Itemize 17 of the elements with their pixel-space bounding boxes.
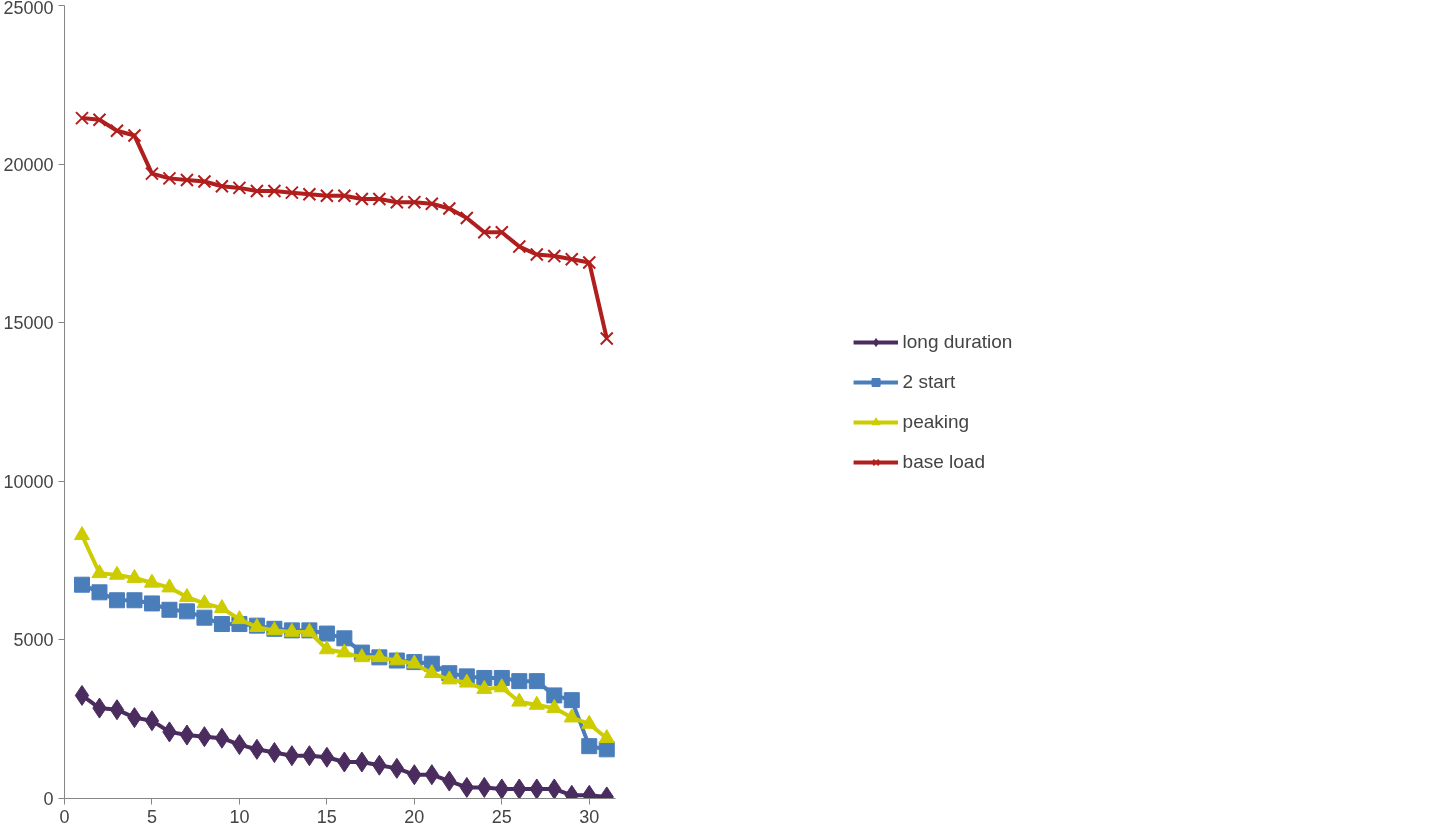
legend-label: long duration	[902, 330, 1013, 353]
y-tick-label: 15000	[3, 313, 54, 334]
x-tick-label: 20	[404, 806, 425, 827]
y-tick-label: 25000	[3, 0, 54, 18]
x-tick-label: 15	[316, 806, 337, 827]
legend-label: 2 start	[902, 370, 956, 393]
x-tick-label: 30	[579, 806, 600, 827]
y-tick-label: 10000	[3, 471, 54, 492]
x-tick-label: 10	[229, 806, 250, 827]
x-tick-label: 0	[59, 806, 70, 827]
legend-label: base load	[902, 450, 985, 473]
y-tick-label: 5000	[13, 630, 54, 651]
x-tick-label: 25	[491, 806, 512, 827]
legend-label: peaking	[902, 410, 970, 433]
x-tick-label: 5	[146, 806, 157, 827]
y-tick-label: 20000	[3, 154, 54, 175]
y-tick-label: 0	[43, 789, 54, 809]
